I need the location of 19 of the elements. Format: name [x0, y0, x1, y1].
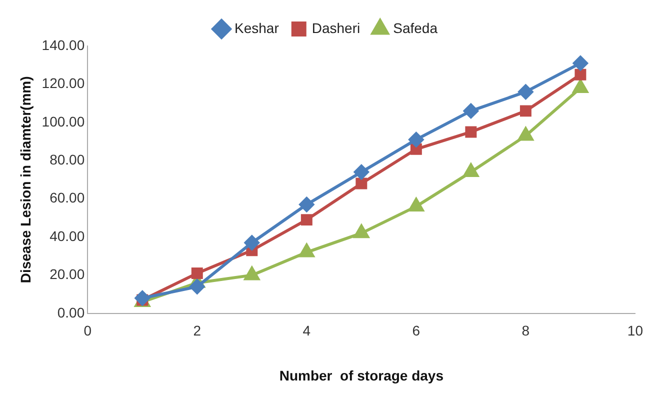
x-tick-label: 0 [84, 322, 92, 339]
y-tick-label: 60.00 [50, 190, 85, 206]
x-tick-label: 10 [627, 322, 644, 339]
y-tick-label: 80.00 [50, 151, 85, 168]
x-tick-label: 8 [522, 322, 530, 339]
y-tick-label: 40.00 [50, 228, 85, 244]
y-tick-label: 140.00 [42, 36, 85, 53]
y-tick-label: 120.00 [42, 75, 85, 92]
y-tick-label: 100.00 [42, 113, 85, 130]
y-tick-label: 20.00 [50, 266, 85, 282]
x-tick-label: 2 [193, 322, 202, 339]
y-axis-title: Disease Lesion in diamter(mm) [17, 76, 34, 284]
y-tick-label: 0.00 [57, 304, 85, 320]
x-axis-title: Number of storage days [279, 367, 444, 384]
x-tick-label: 4 [302, 322, 311, 339]
legend-label: Dasheri [312, 20, 360, 36]
x-tick-label: 6 [412, 322, 420, 339]
legend-label: Keshar [234, 20, 280, 36]
legend-label: Safeda [393, 20, 438, 36]
